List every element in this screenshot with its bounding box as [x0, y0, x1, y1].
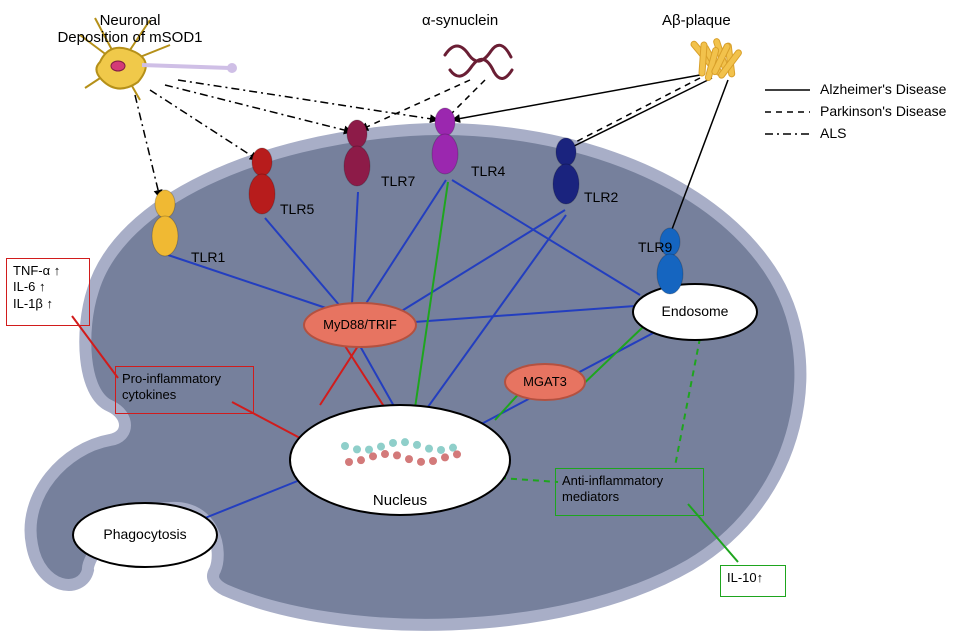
callout-il10: IL-10↑: [720, 565, 786, 597]
ligand-abeta-label: Aβ-plaque: [662, 12, 731, 29]
callout-antiinflammatory: Anti-inflammatorymediators: [555, 468, 704, 516]
callout-tnf: TNF-α ↑IL-6 ↑IL-1β ↑: [6, 258, 90, 326]
callout-proinflammatory: Pro-inflammatorycytokines: [115, 366, 254, 414]
ligand-asyn-label: α-synuclein: [422, 12, 498, 29]
diagram-glyphs: [0, 0, 957, 644]
ligand-msod1-label: NeuronalDeposition of mSOD1: [30, 12, 230, 46]
